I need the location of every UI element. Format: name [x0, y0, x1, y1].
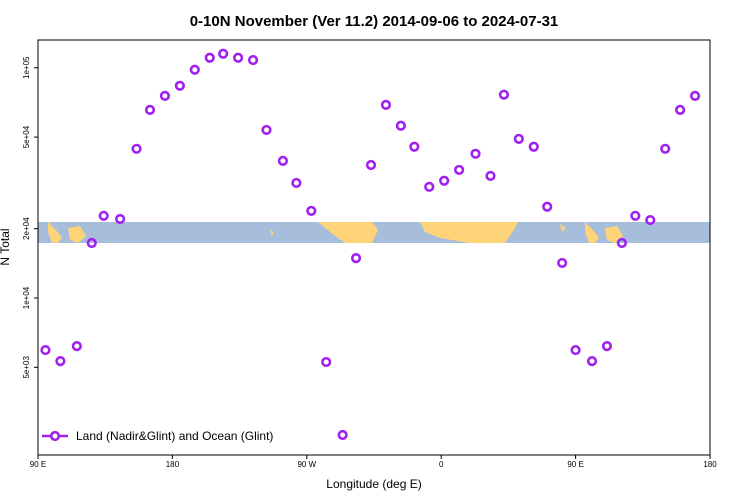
point [689, 90, 701, 101]
point [542, 201, 553, 212]
point [485, 170, 496, 182]
chart-title: 0-10N November (Ver 11.2) 2014-09-06 to … [190, 13, 559, 30]
point [189, 64, 200, 75]
point [498, 89, 510, 100]
point [86, 237, 97, 249]
point [55, 355, 66, 367]
x-tick-label: 0 [439, 460, 444, 469]
point [337, 429, 348, 441]
legend-marker [49, 430, 61, 442]
point [261, 124, 272, 136]
plot-frame [37, 39, 711, 456]
y-axis-label: N Total [0, 228, 12, 265]
y-tick-label: 2e+04 [22, 217, 31, 240]
point [144, 104, 156, 116]
x-tick-label: 90 E [30, 460, 46, 469]
point [159, 90, 171, 101]
x-tick-label: 90 W [297, 460, 316, 469]
point [365, 159, 377, 171]
y-tick-label: 1e+05 [22, 56, 31, 79]
point [454, 164, 465, 176]
x-axis-label: Longitude (deg E) [326, 477, 421, 491]
point [660, 143, 671, 154]
point [98, 210, 109, 221]
point [71, 341, 82, 352]
point [204, 52, 215, 63]
point [350, 253, 362, 264]
point [601, 341, 613, 352]
point [409, 141, 420, 152]
point [570, 344, 581, 356]
point [174, 80, 185, 91]
point [513, 133, 524, 144]
point [439, 175, 450, 186]
point [675, 104, 686, 116]
point [616, 237, 627, 249]
point [247, 54, 259, 66]
point [395, 120, 406, 131]
point [218, 48, 229, 59]
point [306, 205, 317, 216]
x-tick-label: 180 [166, 460, 180, 469]
point [630, 210, 641, 221]
point [586, 355, 598, 367]
y-tick-label: 1e+04 [22, 286, 31, 309]
point [424, 181, 435, 192]
legend-label: Land (Nadir&Glint) and Ocean (Glint) [76, 429, 273, 443]
point [40, 344, 51, 356]
point [131, 143, 142, 154]
y-tick-label: 5e+04 [22, 125, 31, 148]
point [277, 155, 289, 166]
map-band [38, 222, 710, 243]
point [233, 52, 244, 63]
point [557, 257, 568, 269]
point [645, 214, 656, 226]
point [115, 213, 126, 225]
x-tick-label: 180 [703, 460, 717, 469]
point [321, 356, 332, 368]
point [528, 141, 539, 152]
x-tick-label: 90 E [567, 460, 583, 469]
point [291, 177, 302, 189]
y-tick-label: 5e+03 [22, 356, 31, 379]
point [380, 99, 392, 110]
point [470, 148, 481, 159]
